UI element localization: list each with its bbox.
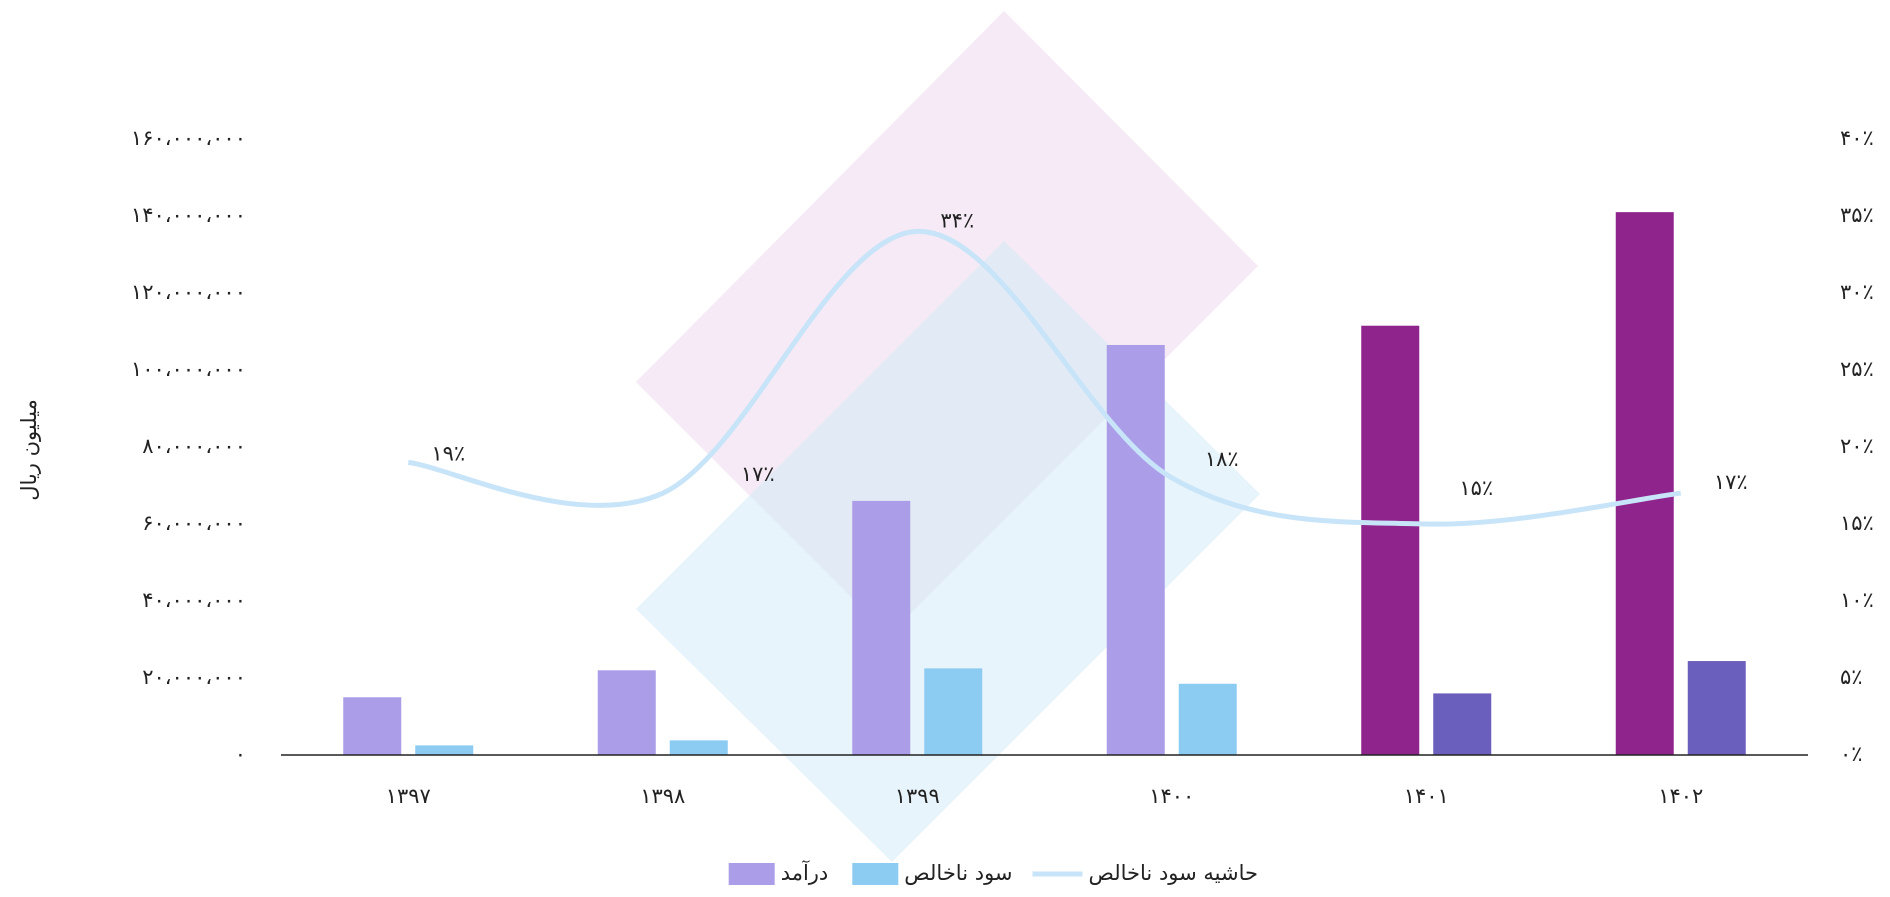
y2-tick-label: ۳۰٪ — [1840, 280, 1874, 304]
y-tick-label: ۱۰۰،۰۰۰،۰۰۰ — [131, 357, 246, 381]
data-label: ۱۹٪ — [431, 441, 465, 465]
data-label: ۱۸٪ — [1205, 447, 1239, 471]
x-tick-label: ۱۴۰۱ — [1404, 784, 1449, 808]
y-tick-label: ۸۰،۰۰۰،۰۰۰ — [142, 434, 246, 458]
bar — [415, 745, 474, 755]
legend-label: درآمد — [781, 860, 829, 885]
bar — [1433, 693, 1492, 755]
x-tick-label: ۱۳۹۸ — [640, 784, 685, 808]
bar — [1687, 661, 1746, 755]
bar — [852, 500, 911, 755]
bar — [1178, 683, 1237, 755]
legend-swatch — [728, 863, 775, 885]
y2-tick-label: ۴۰٪ — [1840, 126, 1874, 150]
bar — [597, 670, 656, 755]
y-tick-label: ۶۰،۰۰۰،۰۰۰ — [142, 511, 246, 535]
bar — [1106, 344, 1165, 755]
y2-tick-label: ۵٪ — [1840, 665, 1863, 689]
x-tick-label: ۱۳۹۹ — [895, 784, 940, 808]
y2-tick-label: ۲۰٪ — [1840, 434, 1874, 458]
x-tick-label: ۱۳۹۷ — [386, 784, 431, 808]
y-tick-label: ۱۶۰،۰۰۰،۰۰۰ — [131, 126, 246, 150]
y-tick-label: ۴۰،۰۰۰،۰۰۰ — [142, 588, 246, 612]
y-tick-label: ۱۲۰،۰۰۰،۰۰۰ — [131, 280, 246, 304]
y2-tick-label: ۱۰٪ — [1840, 588, 1874, 612]
data-label: ۱۵٪ — [1459, 476, 1493, 500]
x-tick-label: ۱۴۰۰ — [1149, 784, 1194, 808]
y-tick-label: ۱۴۰،۰۰۰،۰۰۰ — [131, 203, 246, 227]
bar — [669, 740, 728, 755]
x-tick-label: ۱۴۰۲ — [1658, 784, 1703, 808]
data-label: ۱۷٪ — [1714, 470, 1748, 494]
y-tick-label: ۲۰،۰۰۰،۰۰۰ — [142, 665, 246, 689]
data-label: ۳۴٪ — [940, 208, 974, 232]
y2-tick-label: ۲۵٪ — [1840, 357, 1874, 381]
y2-tick-label: ۳۵٪ — [1840, 203, 1874, 227]
line — [407, 228, 1682, 527]
bar — [1361, 325, 1420, 755]
legend-swatch — [852, 863, 899, 885]
y2-tick-label: ۰٪ — [1840, 742, 1863, 766]
y-tick-label: ۰ — [235, 742, 246, 766]
y-axis-label: میلیون ریال — [17, 399, 41, 500]
bar — [924, 668, 983, 755]
decor-blue — [636, 241, 1260, 862]
data-label: ۱۷٪ — [741, 462, 775, 486]
legend-label: حاشیه سود ناخالص — [1089, 861, 1258, 885]
bar — [1615, 212, 1674, 755]
legend-label: سود ناخالص — [904, 861, 1012, 885]
y2-tick-label: ۱۵٪ — [1840, 511, 1874, 535]
bar — [343, 697, 402, 755]
